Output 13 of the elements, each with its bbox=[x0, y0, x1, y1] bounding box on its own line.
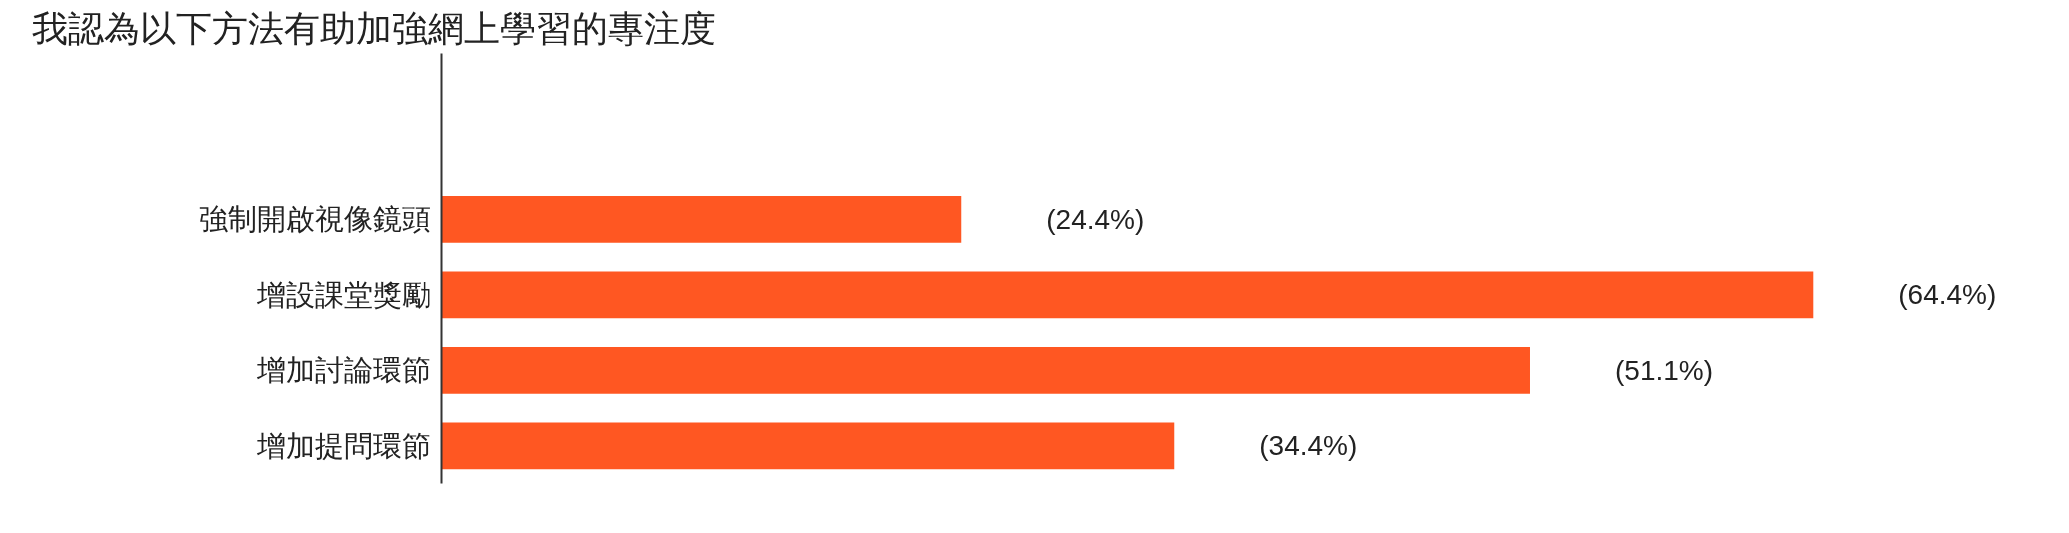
bar bbox=[441, 271, 1814, 319]
bar bbox=[441, 346, 1530, 394]
data-label: (64.4%) bbox=[1898, 279, 1997, 311]
chart-title: 我認為以下方法有助加強網上學習的專注度 bbox=[31, 7, 716, 49]
y-tick-label: 增加討論環節 bbox=[255, 354, 431, 387]
y-tick-label: 強制開啟視像鏡頭 bbox=[198, 203, 431, 236]
bar bbox=[441, 422, 1175, 470]
y-tick-label: 增加提問環節 bbox=[255, 429, 431, 462]
y-tick-label: 增設課堂獎勵 bbox=[255, 278, 431, 311]
bar bbox=[441, 196, 962, 243]
data-label: (24.4%) bbox=[1046, 203, 1145, 235]
data-label: (51.1%) bbox=[1614, 354, 1714, 386]
data-label: (34.4%) bbox=[1259, 430, 1358, 462]
